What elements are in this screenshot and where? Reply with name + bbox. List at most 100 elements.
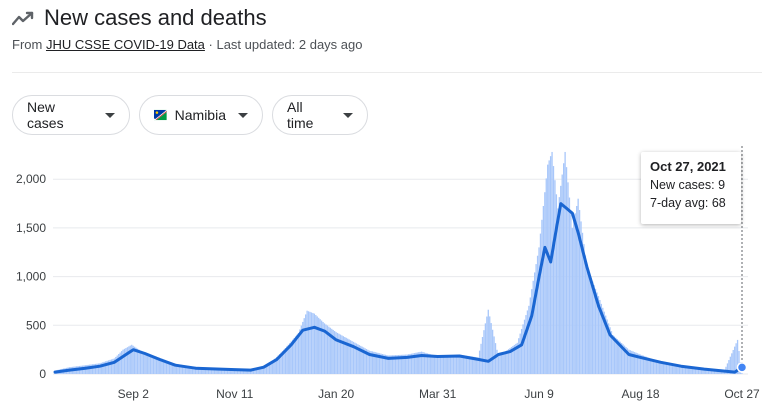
header-divider — [12, 72, 762, 73]
bar — [677, 365, 679, 374]
bar — [312, 313, 314, 374]
bar — [258, 367, 260, 374]
bar — [462, 355, 465, 374]
bar — [422, 352, 424, 374]
bar — [686, 366, 688, 374]
bar — [106, 360, 108, 374]
bar — [512, 345, 514, 374]
bar — [694, 367, 697, 374]
bar — [507, 349, 510, 374]
bar — [539, 233, 542, 374]
bar — [351, 341, 353, 374]
bar — [513, 344, 516, 374]
range-dropdown[interactable]: All time — [272, 95, 368, 135]
bar — [389, 355, 391, 374]
bar — [176, 363, 178, 374]
bar — [86, 365, 88, 374]
bar — [455, 354, 458, 374]
country-dropdown[interactable]: Namibia — [139, 95, 263, 135]
bar — [549, 156, 552, 374]
bar — [215, 368, 217, 374]
bar — [647, 357, 649, 374]
bar — [205, 367, 207, 374]
bar — [328, 326, 330, 374]
bar — [354, 342, 356, 374]
source-line: From JHU CSSE COVID-19 Data · Last updat… — [12, 37, 362, 52]
bar — [525, 315, 527, 374]
bar — [547, 164, 549, 374]
bar — [434, 355, 436, 374]
bar — [238, 369, 240, 374]
bar — [410, 353, 413, 374]
bar — [368, 350, 371, 374]
bar — [593, 285, 595, 374]
bar — [583, 244, 585, 374]
bar — [594, 288, 597, 374]
bar — [262, 365, 265, 374]
bar — [449, 355, 452, 374]
bar — [225, 368, 227, 374]
bar — [315, 315, 317, 374]
bar — [202, 367, 204, 374]
bar — [96, 363, 98, 374]
metric-dropdown[interactable]: New cases — [12, 95, 130, 135]
bar — [342, 336, 345, 374]
x-tick-label: Sep 2 — [118, 387, 150, 401]
bar — [502, 353, 504, 374]
bar — [644, 356, 646, 374]
bar — [435, 356, 437, 374]
bar — [245, 369, 247, 374]
bar — [167, 361, 169, 374]
bar — [380, 353, 382, 374]
bar — [218, 368, 220, 374]
bar — [441, 356, 443, 374]
bar — [226, 368, 229, 374]
bar — [173, 363, 175, 374]
bar — [280, 352, 282, 374]
bar — [194, 366, 197, 374]
bar — [712, 368, 714, 374]
bar — [616, 339, 618, 374]
bar — [129, 345, 131, 374]
bar — [115, 356, 117, 374]
bar — [141, 351, 143, 374]
bar — [223, 368, 226, 374]
caret-down-icon — [238, 112, 248, 118]
bar — [186, 365, 188, 374]
bar — [665, 363, 668, 374]
bar — [428, 353, 430, 374]
bar — [693, 367, 695, 374]
bar — [103, 361, 105, 374]
bar — [332, 329, 334, 374]
bar — [232, 369, 234, 374]
bar — [486, 316, 488, 374]
cases-chart[interactable]: 0 500 1,000 1,500 2,000 Sep 2 Nov 11 Jan 20 Mar… — [0, 140, 768, 412]
bar — [184, 365, 187, 374]
bar — [326, 325, 329, 374]
bar — [620, 343, 623, 374]
bar — [409, 353, 411, 374]
bar — [276, 356, 278, 374]
bar — [247, 369, 249, 374]
bar — [700, 367, 702, 374]
chart-line — [53, 202, 744, 374]
bar — [165, 360, 168, 374]
bar — [260, 366, 262, 374]
source-link[interactable]: JHU CSSE COVID-19 Data — [45, 37, 205, 52]
bar — [574, 213, 576, 374]
bar — [489, 316, 491, 374]
bar — [520, 328, 523, 374]
bar — [577, 198, 579, 374]
bar — [405, 354, 407, 374]
bar — [645, 356, 647, 374]
bar — [219, 368, 221, 374]
bar — [542, 206, 545, 374]
bar — [147, 353, 149, 374]
bar — [157, 357, 159, 374]
bar — [407, 354, 410, 374]
bar — [305, 314, 307, 374]
bar — [638, 353, 640, 374]
bar — [383, 354, 385, 374]
bar — [660, 362, 662, 374]
bar — [736, 339, 739, 374]
